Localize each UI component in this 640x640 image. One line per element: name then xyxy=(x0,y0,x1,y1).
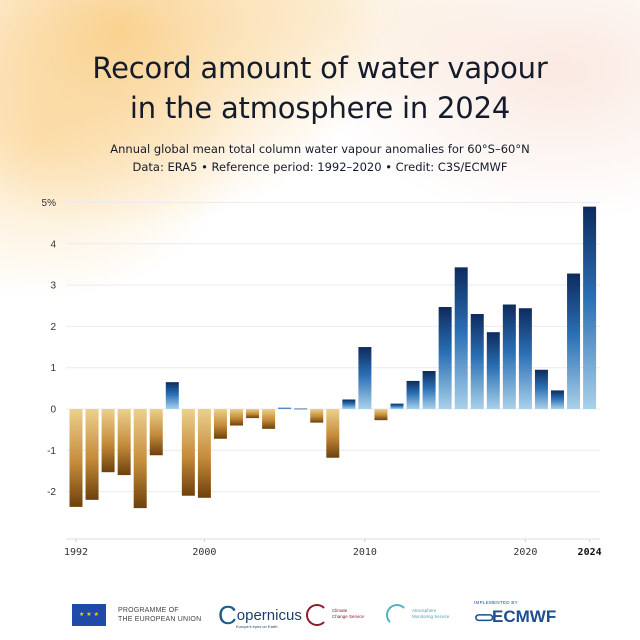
bar-2015 xyxy=(438,306,452,409)
bar-2007 xyxy=(310,409,324,423)
title-line-1: Record amount of water vapour xyxy=(92,51,548,85)
c3s-arc-icon xyxy=(306,604,328,626)
bar-2003 xyxy=(246,409,260,419)
bar-1996 xyxy=(133,409,147,509)
x-tick-label: 2024 xyxy=(578,547,602,558)
bar-2006 xyxy=(294,408,308,410)
bar-2010 xyxy=(358,347,372,409)
y-tick-label: 1 xyxy=(50,363,56,374)
ecmwf-logo: IMPLEMENTED BY ⊂⊃ECMWF xyxy=(474,600,557,626)
x-tick-label: 2010 xyxy=(353,547,377,558)
bar-1994 xyxy=(101,409,115,473)
bar-2021 xyxy=(534,369,548,409)
y-tick-label: 0 xyxy=(50,405,56,416)
bar-1993 xyxy=(85,409,99,500)
bar-1997 xyxy=(149,409,163,456)
bar-chart: 5% 4 3 2 1 0 -1 -2 1992 2000 2010 2020 2024 xyxy=(42,198,602,558)
bar-2017 xyxy=(470,314,484,409)
bar-2013 xyxy=(406,380,420,409)
bar-2023 xyxy=(567,273,581,409)
bar-2005 xyxy=(278,407,292,409)
x-tick-label: 2000 xyxy=(192,547,216,558)
bar-2004 xyxy=(262,409,276,429)
y-tick-label: 3 xyxy=(50,281,56,292)
bar-2019 xyxy=(502,304,516,409)
bar-2022 xyxy=(551,390,564,409)
bar-2016 xyxy=(454,267,468,409)
bar-2024 xyxy=(583,206,597,409)
bar-2018 xyxy=(486,332,500,409)
x-tick-label: 1992 xyxy=(64,547,88,558)
eu-programme-text: PROGRAMME OF THE EUROPEAN UNION xyxy=(118,607,202,623)
bar-2020 xyxy=(518,308,532,409)
bar-2008 xyxy=(326,409,340,458)
y-tick-label: 2 xyxy=(50,322,56,333)
title-line-2: in the atmosphere in 2024 xyxy=(129,91,511,125)
x-axis: 1992 2000 2010 2020 2024 xyxy=(64,538,602,558)
bar-1995 xyxy=(117,409,131,476)
subtitle-line-2: Data: ERA5 • Reference period: 1992–2020… xyxy=(132,160,508,174)
atmosphere-monitoring-service-logo: Atmosphere Monitoring Service xyxy=(386,602,476,630)
bars xyxy=(69,206,597,509)
y-tick-label: 5% xyxy=(42,198,57,209)
eu-flag-icon: ★ ★ ★ xyxy=(72,604,106,626)
bar-2001 xyxy=(213,409,227,439)
bar-1998 xyxy=(165,382,179,409)
bar-1992 xyxy=(69,409,83,507)
chart-subtitle: Annual global mean total column water va… xyxy=(0,140,640,176)
bar-1999 xyxy=(181,409,195,496)
footer-logos: ★ ★ ★ PROGRAMME OF THE EUROPEAN UNION Co… xyxy=(0,596,640,636)
bar-2000 xyxy=(197,409,211,498)
bar-2011 xyxy=(374,409,388,421)
cams-arc-icon xyxy=(386,604,408,626)
y-tick-label: -2 xyxy=(47,487,56,498)
ecmwf-symbol-icon: ⊂⊃ xyxy=(474,609,494,625)
climate-change-service-logo: Climate Change Service xyxy=(306,602,396,630)
bar-2012 xyxy=(390,403,404,409)
y-tick-label: -1 xyxy=(47,446,56,457)
page-title: Record amount of water vapour in the atm… xyxy=(0,48,640,128)
bar-2009 xyxy=(342,399,356,409)
bar-2002 xyxy=(230,409,243,426)
bar-2014 xyxy=(422,371,436,409)
x-tick-label: 2020 xyxy=(513,547,537,558)
y-tick-label: 4 xyxy=(50,239,56,250)
subtitle-line-1: Annual global mean total column water va… xyxy=(110,142,530,156)
y-axis: 5% 4 3 2 1 0 -1 -2 xyxy=(42,198,57,498)
copernicus-logo: Copernicus Europe's eyes on Earth xyxy=(218,600,302,630)
